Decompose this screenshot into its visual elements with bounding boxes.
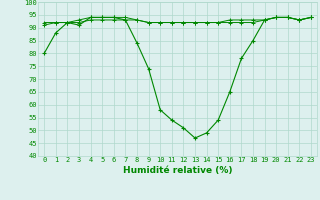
X-axis label: Humidité relative (%): Humidité relative (%) xyxy=(123,166,232,175)
